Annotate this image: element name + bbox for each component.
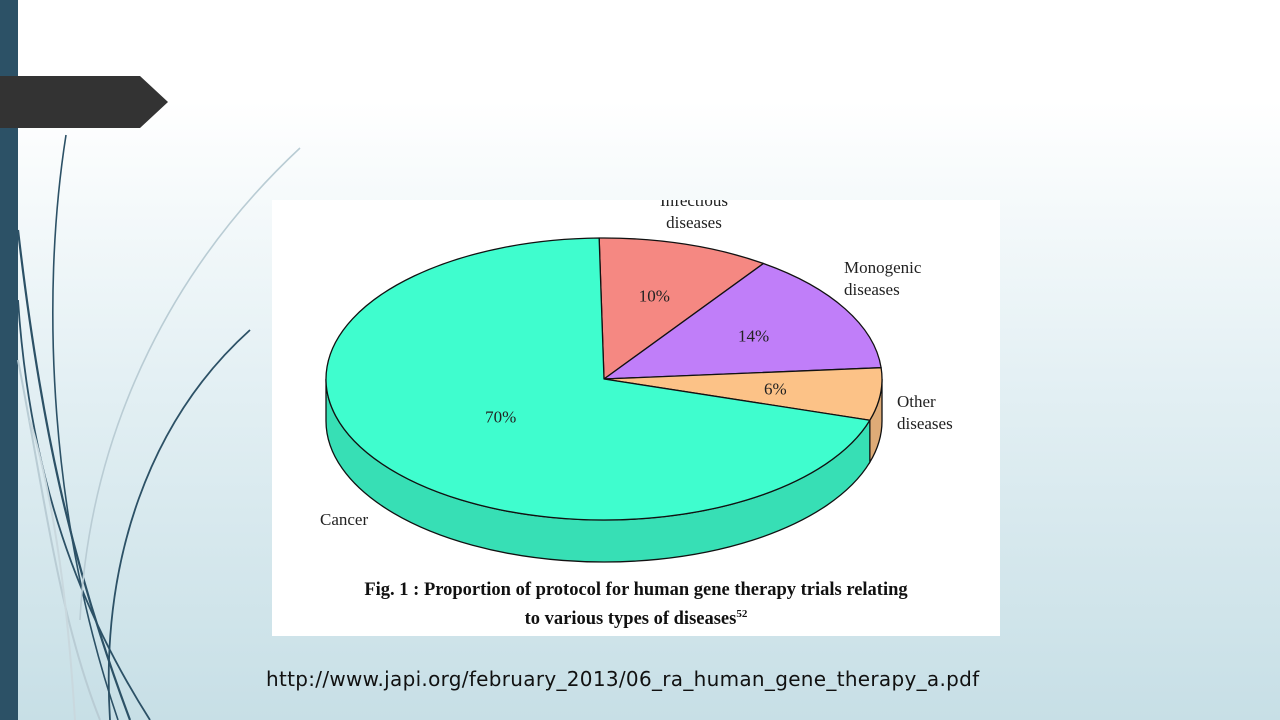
pie-category-label: diseases (844, 280, 900, 299)
pie-value-label: 6% (764, 379, 787, 398)
pie-slice-cancer (325, 237, 871, 521)
caption-line-1: Proportion of protocol for human gene th… (423, 580, 908, 600)
pie-value-label: 14% (738, 327, 769, 346)
caption-prefix: Fig. 1 : (364, 580, 424, 600)
pie-category-label: diseases (897, 414, 953, 433)
pie-category-label: diseases (666, 213, 722, 232)
pie-value-label: 70% (485, 408, 516, 427)
pie-value-label: 10% (639, 286, 670, 305)
pie-slice-infectious-diseases (598, 237, 765, 380)
pie-slice-monogenic-diseases (603, 262, 882, 380)
pie-category-label: Cancer (320, 510, 368, 529)
pie-category-label: Other (897, 392, 936, 411)
source-url[interactable]: http://www.japi.org/february_2013/06_ra_… (266, 667, 980, 691)
pie-category-label: Monogenic (844, 258, 922, 277)
pie-category-label: Infectious (660, 200, 728, 210)
slide-sidebar-bar (0, 0, 18, 720)
pie-chart: 10% 14% 6% 70% Infectious diseases Monogenic di… (320, 200, 953, 563)
decorative-swooshes (16, 134, 301, 720)
caption-reference: 52 (736, 608, 748, 620)
figure-caption: Fig. 1 : Proportion of protocol for huma… (272, 578, 1000, 631)
title-tab (0, 76, 168, 128)
chart-figure: 10% 14% 6% 70% Infectious diseases Monogenic di… (272, 200, 1000, 636)
caption-line-2: to various types of diseases (524, 609, 737, 630)
